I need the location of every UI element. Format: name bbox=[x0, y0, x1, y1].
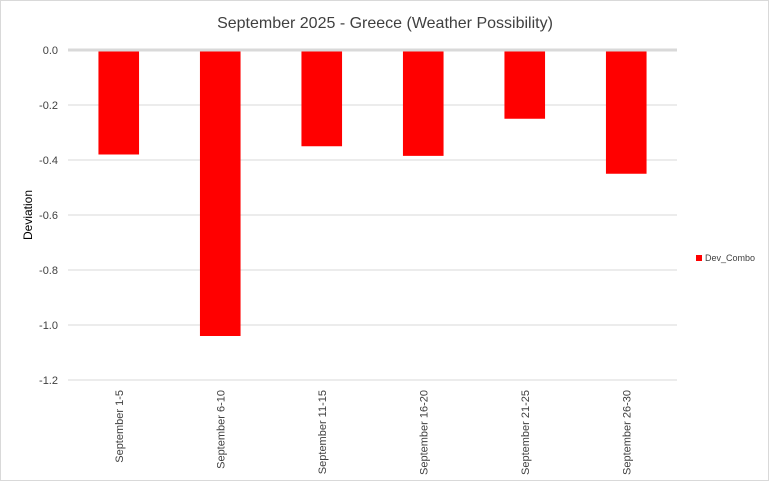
y-tick-labels: 0.0 -0.2 -0.4 -0.6 -0.8 -1.0 -1.2 bbox=[39, 45, 58, 387]
x-tick-label: September 11-15 bbox=[317, 390, 329, 474]
bar-2 bbox=[199, 50, 241, 336]
y-tick-label: -0.6 bbox=[39, 210, 58, 222]
chart-title: September 2025 - Greece (Weather Possibi… bbox=[217, 15, 553, 32]
x-tick-label: September 21-25 bbox=[520, 390, 532, 475]
bars bbox=[98, 50, 647, 336]
x-tick-label: September 16-20 bbox=[418, 390, 430, 475]
x-tick-label: September 6-10 bbox=[215, 390, 227, 469]
legend-swatch bbox=[696, 255, 702, 261]
y-axis-title: Deviation bbox=[21, 190, 35, 240]
legend-label: Dev_Combo bbox=[705, 253, 755, 263]
y-tick-label: -0.8 bbox=[39, 265, 58, 277]
x-tick-label: September 26-30 bbox=[621, 390, 633, 475]
x-tick-labels: September 1-5 September 6-10 September 11-… bbox=[114, 390, 634, 475]
gridlines bbox=[68, 104, 677, 381]
bar-5 bbox=[504, 50, 546, 119]
bar-6 bbox=[605, 50, 647, 174]
x-tick-label: September 1-5 bbox=[114, 390, 126, 463]
legend: Dev_Combo bbox=[696, 253, 755, 263]
bar-3 bbox=[301, 50, 343, 147]
y-tick-label: -1.0 bbox=[39, 320, 58, 332]
bar-4 bbox=[402, 50, 444, 156]
y-tick-label: 0.0 bbox=[43, 45, 58, 57]
y-tick-label: -0.4 bbox=[39, 155, 58, 167]
y-tick-label: -0.2 bbox=[39, 100, 58, 112]
bar-1 bbox=[98, 50, 140, 155]
y-tick-label: -1.2 bbox=[39, 375, 58, 387]
